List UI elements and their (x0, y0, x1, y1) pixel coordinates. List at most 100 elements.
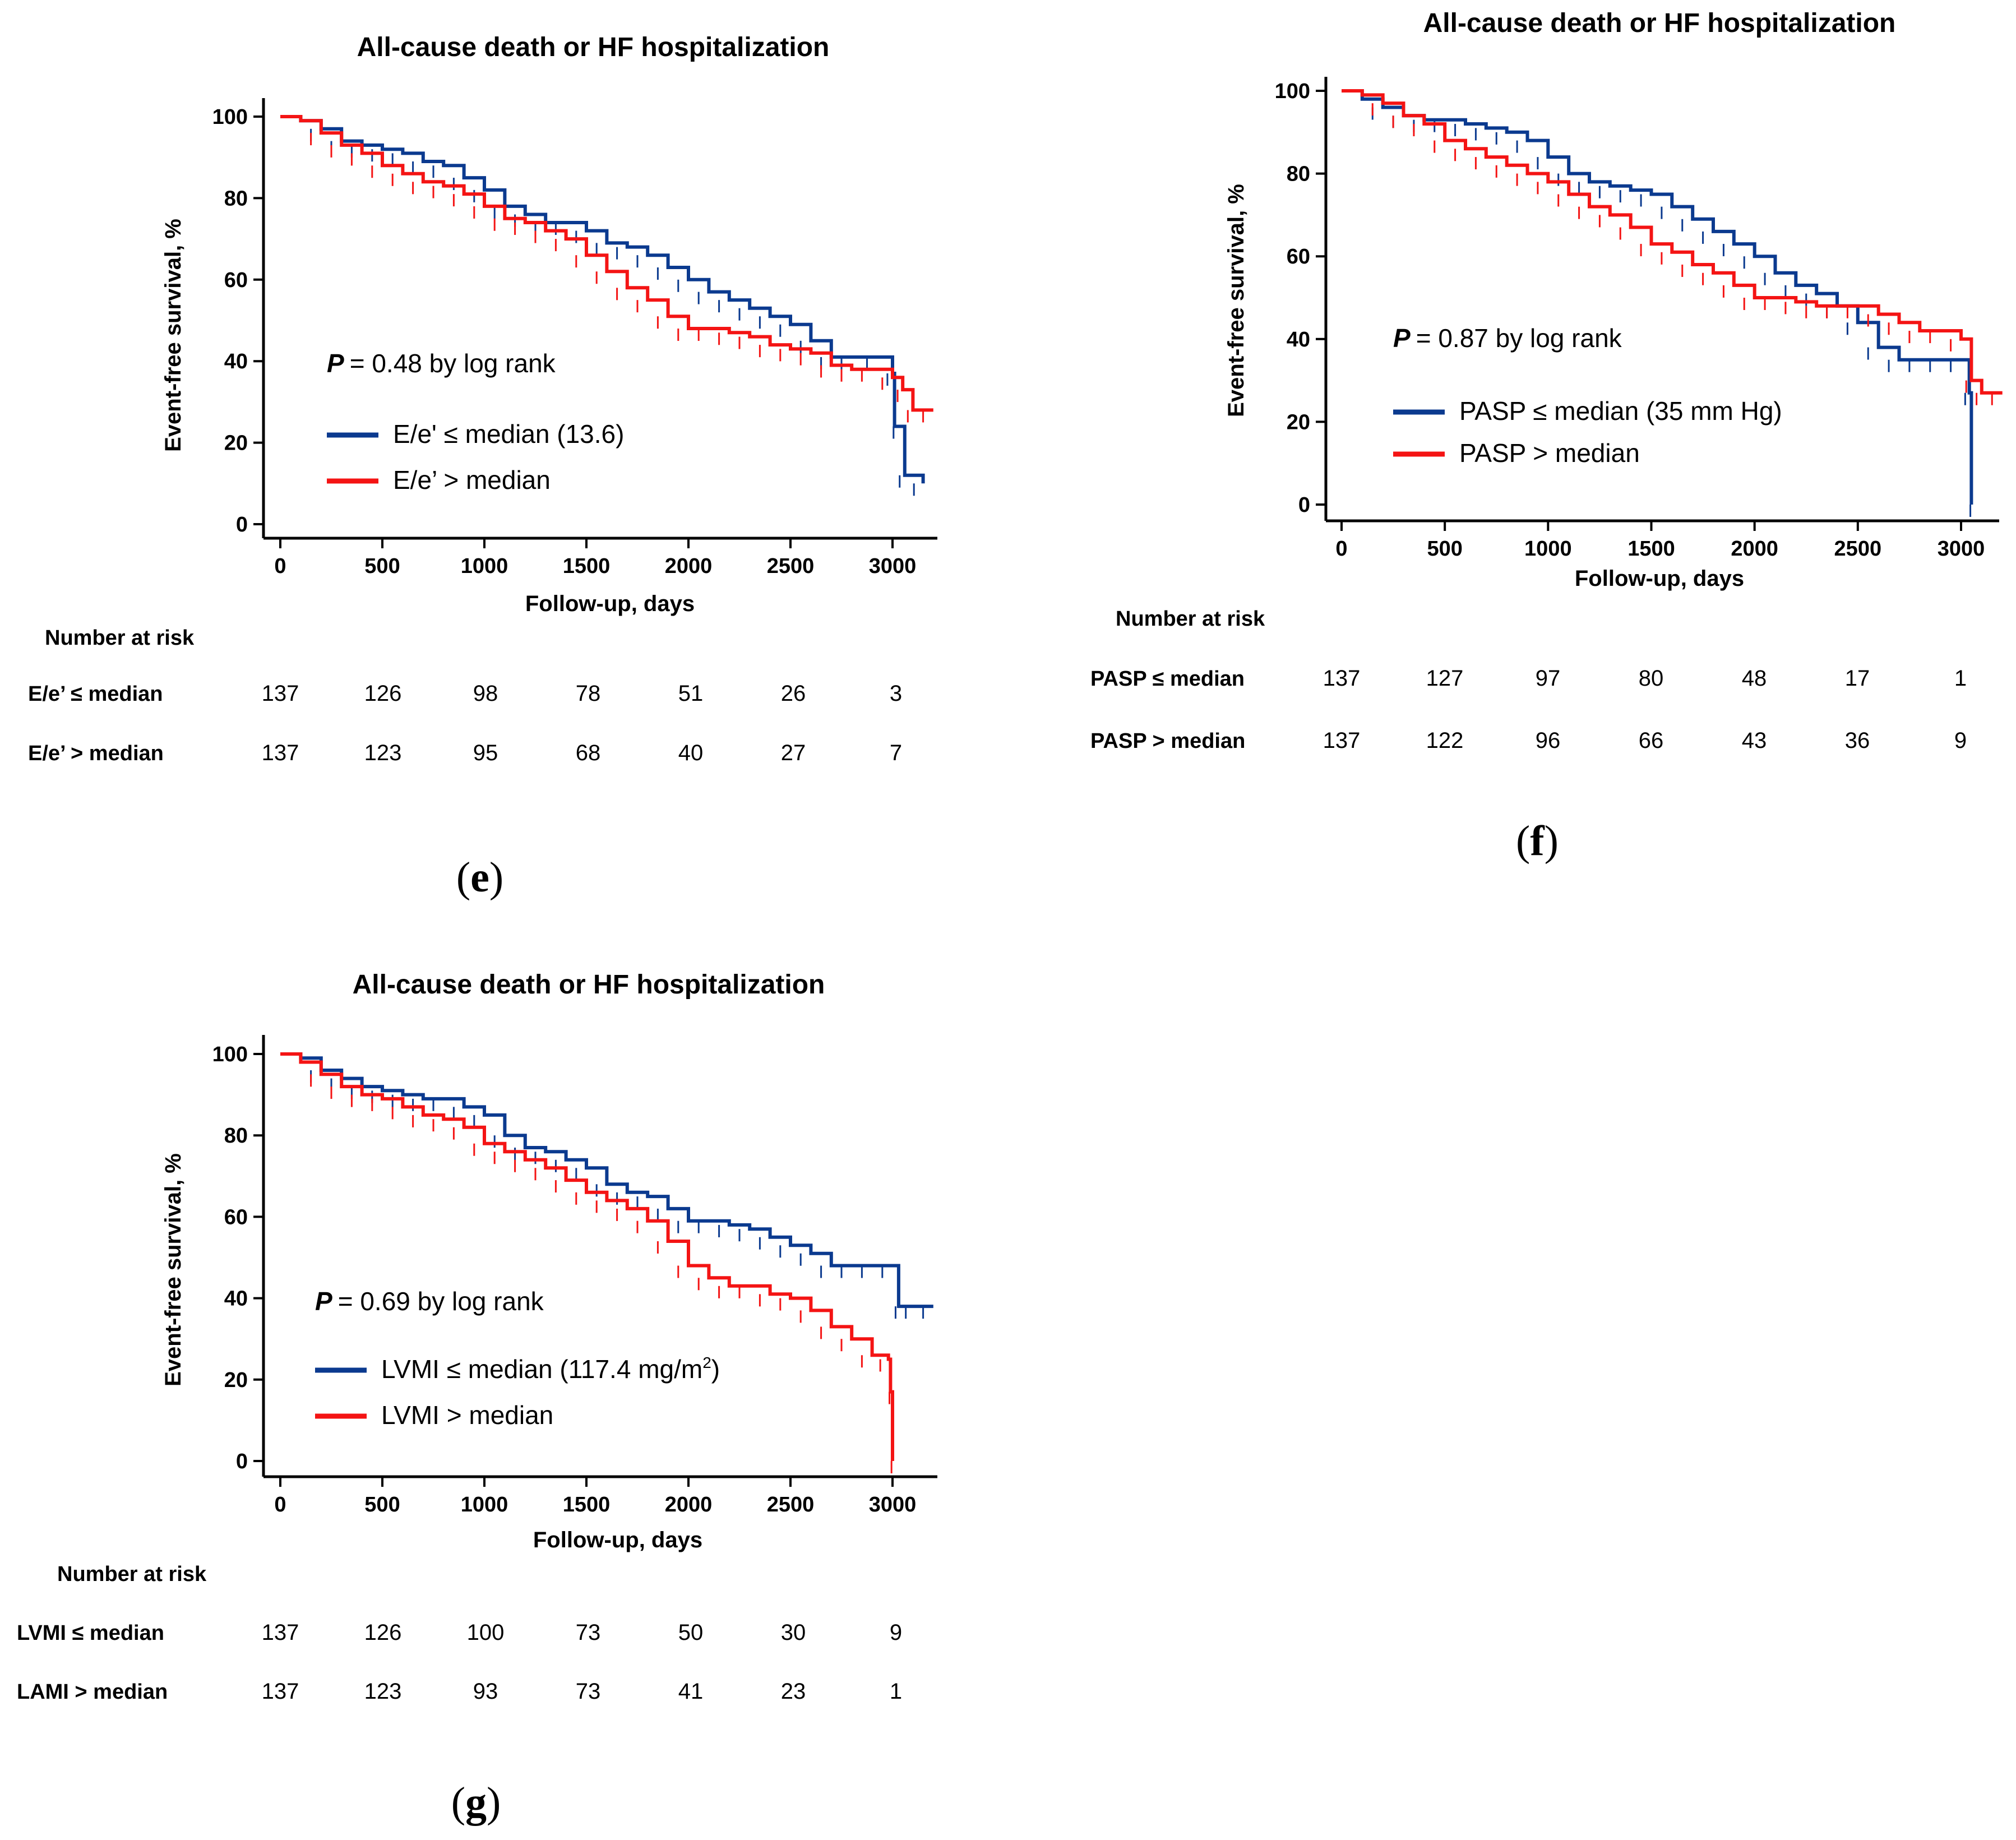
p-text: = 0.87 by log rank (1416, 323, 1622, 353)
legend-label-text: PASP > median (1459, 438, 1640, 468)
legend-label: E/e' ≤ median (13.6) (393, 419, 624, 449)
p-symbol: P (327, 349, 344, 378)
panel-label: (f) (1516, 817, 1559, 864)
risk-value: 30 (781, 1620, 806, 1645)
y-tick-label: 0 (236, 1450, 248, 1473)
risk-value: 98 (473, 681, 498, 706)
risk-value: 40 (678, 741, 704, 765)
risk-table-title: Number at risk (45, 626, 195, 650)
x-tick-label: 1500 (563, 554, 611, 578)
chart-title: All-cause death or HF hospitalization (353, 970, 825, 1000)
risk-value: 9 (1954, 728, 1967, 753)
risk-value: 100 (467, 1620, 505, 1645)
y-tick-label: 80 (1287, 163, 1310, 186)
y-tick-label: 60 (224, 269, 248, 292)
y-axis-label: Event-free survival, % (161, 219, 186, 452)
legend-label-text: PASP ≤ median (35 mm Hg) (1459, 396, 1782, 426)
legend-label-text: E/e’ > median (393, 465, 551, 494)
x-tick-label: 2500 (1834, 537, 1882, 561)
x-tick-label: 3000 (869, 1493, 917, 1517)
y-tick-label: 80 (224, 187, 248, 210)
risk-value: 137 (262, 1620, 299, 1645)
risk-value: 137 (262, 741, 299, 765)
panel-label: (e) (456, 854, 503, 901)
risk-value: 73 (576, 1620, 601, 1645)
legend-label: LVMI ≤ median (117.4 mg/m2) (381, 1354, 720, 1384)
p-text: = 0.69 by log rank (338, 1287, 544, 1316)
risk-value: 66 (1639, 728, 1664, 753)
risk-value: 137 (1323, 728, 1361, 753)
x-axis-label: Follow-up, days (525, 591, 695, 616)
km-chart-g: All-cause death or HF hospitalization 0 20… (17, 970, 937, 1826)
risk-row-label: E/e’ ≤ median (28, 682, 163, 706)
p-value-annotation: P = 0.87 by log rank (1393, 323, 1622, 353)
panel-paren-open: ( (1516, 817, 1530, 864)
risk-value: 7 (890, 741, 902, 765)
chart-title: All-cause death or HF hospitalization (1423, 8, 1896, 38)
x-tick-label: 3000 (869, 554, 917, 578)
risk-row-label: PASP > median (1090, 729, 1245, 753)
risk-value: 95 (473, 741, 498, 765)
panel-letter: e (470, 854, 489, 901)
risk-row-label: PASP ≤ median (1090, 667, 1245, 691)
risk-table-title: Number at risk (57, 1562, 207, 1586)
y-tick-label: 0 (1298, 493, 1310, 517)
legend-label-text: LVMI ≤ median (117.4 mg/m (381, 1354, 702, 1384)
risk-value: 68 (576, 741, 601, 765)
y-tick-label: 20 (1287, 410, 1310, 434)
x-tick-label: 2500 (767, 1493, 815, 1517)
p-value-annotation: P = 0.48 by log rank (327, 349, 556, 378)
y-tick-label: 20 (224, 1369, 248, 1392)
risk-value: 137 (1323, 666, 1361, 691)
y-tick-label: 100 (1275, 80, 1310, 103)
legend-label-text: LVMI > median (381, 1400, 553, 1430)
risk-value: 78 (576, 681, 601, 706)
risk-value: 127 (1426, 666, 1464, 691)
y-axis-label: Event-free survival, % (1224, 184, 1249, 417)
x-tick-label: 0 (274, 554, 286, 578)
survival-curve-high-group (280, 115, 933, 412)
risk-value: 26 (781, 681, 806, 706)
panel-paren-close: ) (487, 1779, 501, 1826)
x-tick-label: 1000 (1524, 537, 1572, 561)
risk-value: 41 (678, 1679, 704, 1704)
y-tick-label: 0 (236, 513, 248, 537)
risk-value: 1 (890, 1679, 902, 1704)
x-tick-label: 500 (1427, 537, 1462, 561)
panel-letter: g (465, 1779, 487, 1826)
x-tick-label: 0 (1335, 537, 1347, 561)
x-tick-label: 2000 (665, 554, 713, 578)
legend-label: PASP > median (1459, 438, 1640, 468)
p-text: = 0.48 by log rank (350, 349, 556, 378)
survival-curve-low-group (280, 1052, 933, 1309)
risk-value: 3 (890, 681, 902, 706)
risk-value: 43 (1742, 728, 1767, 753)
risk-value: 51 (678, 681, 704, 706)
risk-value: 1 (1954, 666, 1967, 691)
risk-value: 122 (1426, 728, 1464, 753)
panel-paren-open: ( (451, 1779, 465, 1826)
legend-label: E/e’ > median (393, 465, 551, 494)
p-value-annotation: P = 0.69 by log rank (315, 1287, 544, 1316)
km-chart-f: All-cause death or HF hospitalization 0 20… (1090, 8, 2003, 864)
x-tick-label: 500 (364, 554, 400, 578)
panel-paren-open: ( (456, 854, 470, 901)
y-tick-label: 100 (212, 105, 248, 129)
risk-value: 137 (262, 681, 299, 706)
panel-label: (g) (451, 1779, 501, 1826)
survival-curve-low-group (280, 115, 925, 484)
panel-letter: f (1530, 817, 1545, 864)
risk-value: 80 (1639, 666, 1664, 691)
risk-value: 73 (576, 1679, 601, 1704)
x-tick-label: 0 (274, 1493, 286, 1517)
risk-value: 126 (364, 1620, 402, 1645)
x-tick-label: 1500 (1627, 537, 1675, 561)
risk-row-label: E/e’ > median (28, 742, 164, 765)
survival-curve-low-group (1342, 89, 1973, 505)
x-axis-label: Follow-up, days (533, 1528, 702, 1552)
x-tick-label: 2000 (1731, 537, 1778, 561)
y-tick-label: 60 (1287, 245, 1310, 269)
y-tick-label: 40 (1287, 328, 1310, 352)
